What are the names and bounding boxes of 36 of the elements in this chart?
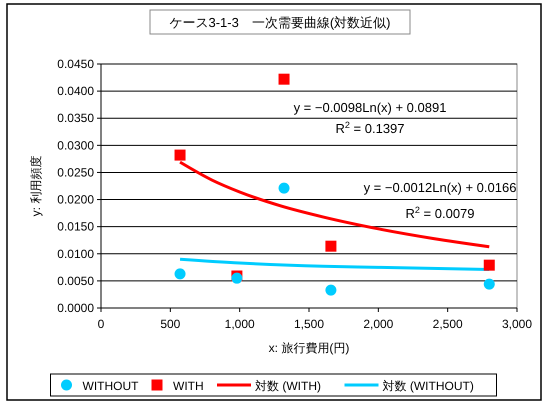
x-tick-label: 1,500 bbox=[294, 317, 324, 331]
point bbox=[174, 268, 186, 280]
legend-label: WITH bbox=[173, 379, 204, 393]
x-tick-label: 2,500 bbox=[432, 317, 464, 331]
y-tick-label: 0.0250 bbox=[57, 165, 94, 180]
point bbox=[484, 278, 495, 290]
point bbox=[325, 284, 336, 296]
point bbox=[278, 74, 290, 85]
y-tick-label: 0.0450 bbox=[57, 57, 94, 71]
y-tick-label: 0.0300 bbox=[57, 138, 94, 152]
y-tick-label: 0.0050 bbox=[57, 274, 94, 288]
y-tick-label: 0.0000 bbox=[57, 301, 94, 315]
x-axis-title: x: 旅行費用(円) bbox=[268, 341, 350, 355]
legend-label: 対数 (WITH) bbox=[255, 379, 321, 393]
chart-title: ケース3-1-3 一次需要曲線(対数近似) bbox=[169, 15, 391, 30]
legend-label: 対数 (WITHOUT) bbox=[382, 379, 474, 393]
annotation: R$^{2}$ = 0.1397 bbox=[335, 120, 405, 136]
x-tick-label: 0 bbox=[98, 317, 105, 331]
y-tick-label: 0.0150 bbox=[57, 220, 94, 234]
x-tick-label: 3,000 bbox=[502, 317, 532, 331]
point bbox=[278, 182, 290, 194]
annotation: R$^{2}$ = 0.0079 bbox=[405, 205, 475, 221]
x-tick-label: 500 bbox=[160, 317, 181, 331]
y-axis-title: y: 利用頻度 bbox=[29, 156, 43, 216]
annotation: y = −0.0098Ln(x) + 0.0891 bbox=[294, 100, 446, 115]
x-tick-label: 2,000 bbox=[363, 317, 394, 331]
y-tick-label: 0.0100 bbox=[57, 246, 94, 261]
y-tick-label: 0.0350 bbox=[57, 111, 94, 126]
legend-label: WITHOUT bbox=[82, 379, 140, 393]
y-tick-label: 0.0200 bbox=[57, 192, 94, 207]
point bbox=[174, 150, 186, 161]
x-tick-label: 1,000 bbox=[224, 317, 256, 331]
y-tick-label: 0.0400 bbox=[57, 84, 94, 98]
annotation: y = −0.0012Ln(x) + 0.0166 bbox=[364, 180, 516, 195]
point bbox=[325, 240, 336, 252]
point bbox=[484, 260, 495, 271]
